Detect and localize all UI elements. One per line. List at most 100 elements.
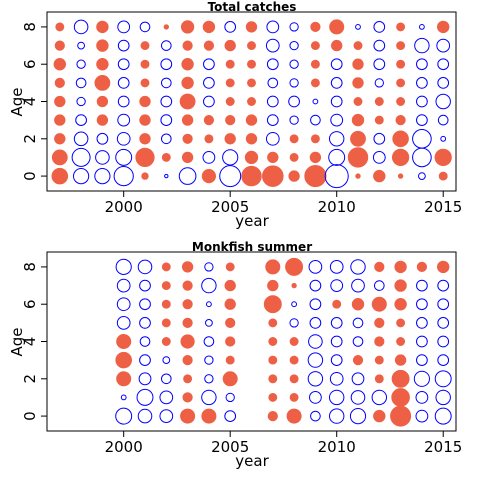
residual-bubble [115, 407, 133, 425]
residual-bubble [137, 408, 153, 424]
residual-bubble [414, 37, 430, 54]
residual-bubble [437, 354, 450, 366]
residual-bubble [266, 95, 279, 108]
residual-bubble [268, 374, 278, 384]
residual-bubble [160, 114, 173, 126]
chart-total-catches: Total catches 2000 2005 2010 2015 0 2 4 6 8 year… [8, 0, 462, 230]
residual-bubble [328, 408, 345, 424]
residual-bubble [139, 133, 151, 145]
residual-bubble [139, 298, 151, 311]
residual-bubble [373, 409, 386, 423]
residual-bubble [371, 389, 388, 406]
residual-bubble [289, 78, 299, 88]
residual-bubble [396, 41, 406, 51]
residual-bubble [53, 58, 66, 71]
residual-bubble [416, 261, 428, 273]
residual-bubble [263, 295, 282, 314]
residual-bubble [180, 20, 195, 34]
residual-bubble [350, 130, 366, 147]
residual-bubble [139, 354, 151, 366]
residual-bubble [289, 337, 299, 346]
residual-bubble [161, 281, 171, 291]
residual-bubble [352, 77, 364, 89]
residual-bubble [162, 356, 171, 365]
residual-bubble [225, 78, 235, 88]
residual-bubble [225, 336, 236, 347]
residual-bubble [141, 172, 149, 180]
residual-bubble [116, 333, 132, 350]
residual-bubble [224, 39, 236, 52]
residual-bubble [180, 408, 196, 424]
residual-bubble [308, 334, 323, 349]
residual-bubble [94, 75, 111, 91]
residual-bubble [201, 169, 216, 184]
residual-bubble [309, 391, 322, 404]
residual-bubble [436, 38, 451, 53]
residual-bubble [416, 354, 428, 366]
residual-bubble [73, 131, 89, 147]
residual-bubble [96, 132, 109, 145]
residual-bubble [225, 59, 235, 69]
residual-bubble [161, 337, 171, 346]
residual-bubble [115, 148, 133, 166]
residual-bubble [160, 58, 173, 71]
y-tick-label: 2 [21, 134, 39, 144]
residual-bubble [180, 334, 195, 349]
residual-bubble [330, 335, 343, 348]
residual-bubble [224, 279, 236, 292]
residual-bubble [332, 299, 342, 309]
residual-bubble [329, 19, 345, 35]
residual-bubble [396, 22, 406, 32]
residual-bubble [117, 58, 130, 71]
residual-bubble [347, 147, 369, 168]
residual-bubble [76, 96, 86, 107]
residual-bubble [201, 408, 217, 424]
residual-bubble [120, 394, 127, 401]
y-tick-label: 0 [21, 171, 39, 181]
residual-bubble [75, 114, 87, 126]
residual-bubble [54, 77, 65, 89]
residual-bubble [416, 335, 428, 348]
residual-bubble [247, 78, 256, 88]
residual-bubble [181, 151, 194, 164]
residual-bubble [159, 390, 174, 405]
residual-bubble [416, 95, 428, 108]
residual-bubble [289, 374, 299, 384]
residual-bubble [266, 20, 280, 34]
residual-bubble [437, 260, 450, 274]
residual-bubble [328, 389, 345, 406]
residual-bubble [288, 95, 300, 108]
y-axis-label: Age [8, 87, 26, 116]
residual-bubble [116, 278, 131, 293]
residual-bubble [374, 97, 384, 106]
residual-bubble [182, 317, 193, 329]
residual-bubble [266, 58, 279, 71]
residual-bubble [395, 114, 406, 126]
residual-bubble [437, 20, 450, 34]
residual-bubble [289, 355, 299, 365]
chart-monkfish-summer: Monkfish summer 2000 2005 2010 2015 0 2 4 6 8 ye… [8, 240, 462, 470]
residual-bubble [391, 369, 410, 388]
residual-bubble [394, 354, 407, 366]
residual-bubble [161, 318, 171, 328]
residual-bubble [352, 336, 364, 347]
residual-bubble [219, 165, 242, 188]
x-tick-label: 2005 [211, 198, 249, 216]
residual-bubble [201, 277, 217, 294]
residual-bubble [374, 261, 385, 273]
residual-bubble [139, 279, 151, 292]
residual-bubble [329, 371, 344, 386]
residual-bubble [396, 318, 406, 328]
residual-bubble [416, 279, 428, 292]
residual-bubble [96, 58, 109, 71]
residual-bubble [352, 317, 364, 329]
residual-bubble [54, 95, 66, 108]
residual-bubble [392, 130, 409, 148]
residual-bubble [415, 391, 429, 404]
y-tick-label: 6 [21, 59, 39, 69]
residual-bubble [307, 352, 324, 368]
residual-bubble [289, 318, 299, 328]
residual-bubble [115, 351, 132, 369]
residual-bubble [139, 21, 151, 33]
residual-bubble [51, 149, 68, 166]
